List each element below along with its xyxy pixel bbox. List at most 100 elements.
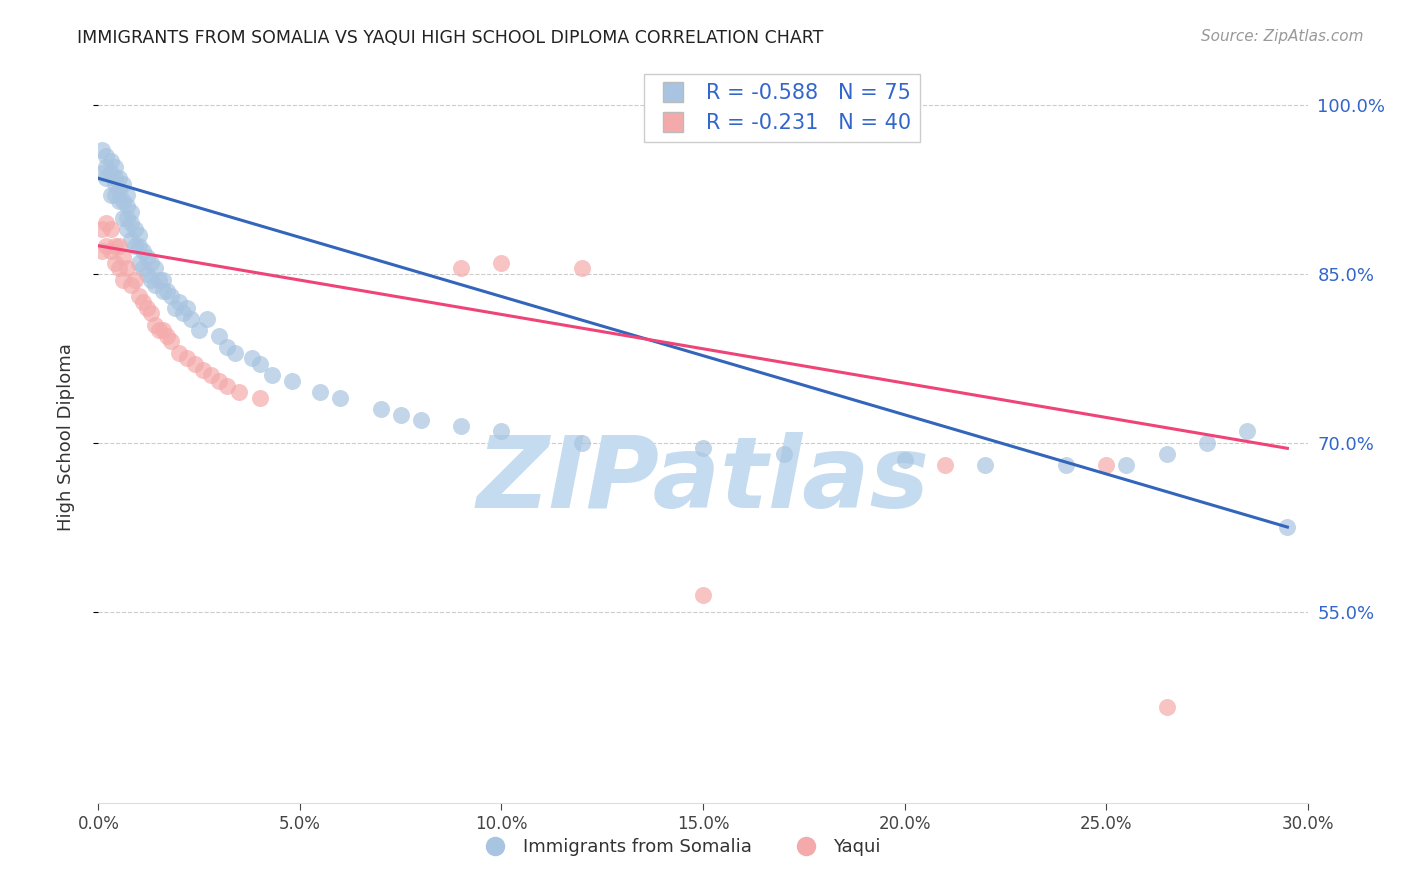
Point bbox=[132, 244, 155, 259]
Point bbox=[128, 227, 150, 242]
Point bbox=[139, 255, 162, 269]
Point bbox=[107, 171, 129, 186]
Point bbox=[1095, 458, 1118, 473]
Point bbox=[96, 149, 118, 163]
Point bbox=[103, 188, 125, 202]
Point bbox=[571, 261, 593, 276]
Point bbox=[156, 284, 179, 298]
Point bbox=[128, 239, 150, 253]
Point bbox=[120, 233, 142, 247]
Point bbox=[132, 295, 155, 310]
Point bbox=[228, 385, 250, 400]
Point bbox=[224, 345, 246, 359]
Point bbox=[329, 391, 352, 405]
Point bbox=[208, 328, 231, 343]
Point bbox=[974, 458, 997, 473]
Point bbox=[128, 255, 150, 269]
Point bbox=[139, 272, 162, 286]
Point bbox=[160, 289, 183, 303]
Point bbox=[135, 267, 157, 281]
Point bbox=[124, 222, 146, 236]
Point bbox=[772, 447, 794, 461]
Point bbox=[491, 425, 513, 439]
Y-axis label: High School Diploma: High School Diploma bbox=[56, 343, 75, 531]
Point bbox=[148, 272, 170, 286]
Point bbox=[124, 239, 146, 253]
Point bbox=[103, 255, 125, 269]
Point bbox=[120, 278, 142, 293]
Point bbox=[115, 188, 138, 202]
Point bbox=[692, 442, 714, 456]
Point bbox=[450, 418, 472, 433]
Point bbox=[172, 306, 194, 320]
Point bbox=[249, 357, 271, 371]
Point bbox=[1156, 447, 1178, 461]
Point bbox=[115, 199, 138, 213]
Point bbox=[934, 458, 956, 473]
Point bbox=[163, 301, 186, 315]
Point bbox=[103, 239, 125, 253]
Point bbox=[91, 143, 114, 157]
Point bbox=[370, 401, 392, 416]
Point bbox=[115, 261, 138, 276]
Point bbox=[1277, 520, 1299, 534]
Point bbox=[208, 374, 231, 388]
Point bbox=[152, 272, 174, 286]
Point bbox=[893, 452, 915, 467]
Point bbox=[240, 351, 263, 366]
Point bbox=[184, 357, 207, 371]
Point bbox=[111, 177, 134, 191]
Point bbox=[107, 261, 129, 276]
Point bbox=[120, 216, 142, 230]
Point bbox=[389, 408, 412, 422]
Point bbox=[152, 323, 174, 337]
Point bbox=[100, 166, 122, 180]
Point bbox=[156, 328, 179, 343]
Point bbox=[115, 211, 138, 225]
Point bbox=[139, 306, 162, 320]
Point bbox=[100, 154, 122, 169]
Point bbox=[1236, 425, 1258, 439]
Point bbox=[143, 261, 166, 276]
Legend: Immigrants from Somalia, Yaqui: Immigrants from Somalia, Yaqui bbox=[470, 830, 887, 863]
Point bbox=[409, 413, 432, 427]
Point bbox=[200, 368, 222, 383]
Point bbox=[1054, 458, 1077, 473]
Point bbox=[281, 374, 304, 388]
Text: IMMIGRANTS FROM SOMALIA VS YAQUI HIGH SCHOOL DIPLOMA CORRELATION CHART: IMMIGRANTS FROM SOMALIA VS YAQUI HIGH SC… bbox=[77, 29, 824, 46]
Point bbox=[309, 385, 332, 400]
Point bbox=[176, 351, 198, 366]
Point bbox=[160, 334, 183, 349]
Point bbox=[193, 362, 215, 376]
Point bbox=[217, 340, 239, 354]
Point bbox=[188, 323, 211, 337]
Point bbox=[1156, 700, 1178, 714]
Point bbox=[111, 211, 134, 225]
Point bbox=[107, 194, 129, 208]
Point bbox=[180, 312, 202, 326]
Point bbox=[1195, 435, 1218, 450]
Point bbox=[692, 588, 714, 602]
Point bbox=[103, 177, 125, 191]
Point bbox=[450, 261, 472, 276]
Text: Source: ZipAtlas.com: Source: ZipAtlas.com bbox=[1201, 29, 1364, 44]
Point bbox=[111, 272, 134, 286]
Point bbox=[103, 160, 125, 174]
Point bbox=[176, 301, 198, 315]
Point bbox=[143, 278, 166, 293]
Point bbox=[1115, 458, 1137, 473]
Point bbox=[124, 272, 146, 286]
Point bbox=[91, 244, 114, 259]
Point bbox=[96, 160, 118, 174]
Point bbox=[96, 171, 118, 186]
Point bbox=[167, 345, 190, 359]
Point bbox=[249, 391, 271, 405]
Point bbox=[128, 289, 150, 303]
Point bbox=[143, 318, 166, 332]
Point bbox=[115, 222, 138, 236]
Point bbox=[195, 312, 218, 326]
Text: ZIPatlas: ZIPatlas bbox=[477, 433, 929, 530]
Point bbox=[107, 182, 129, 196]
Point bbox=[91, 222, 114, 236]
Point bbox=[152, 284, 174, 298]
